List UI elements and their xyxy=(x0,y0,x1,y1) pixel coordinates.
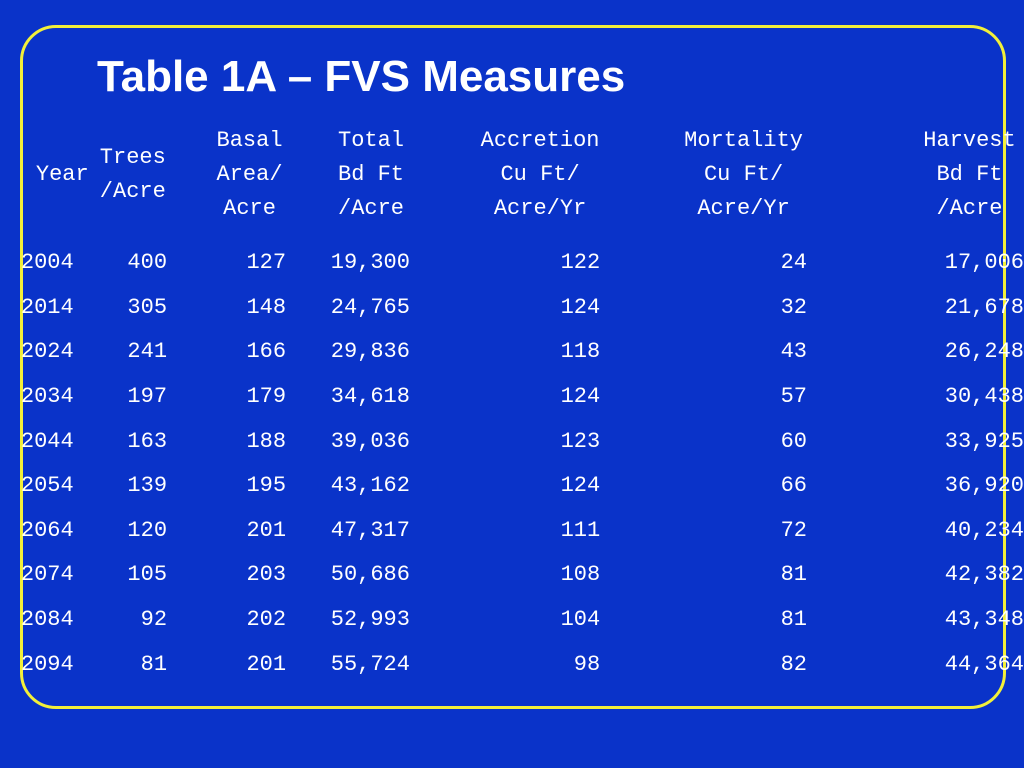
cell-trees: 305 xyxy=(127,294,168,320)
cell-mortality: 24 xyxy=(780,250,807,276)
cell-year: 2024 xyxy=(20,339,74,365)
cell-year: 2054 xyxy=(20,473,74,499)
table-row: 2074 105 203 50,686 108 81 42,382 xyxy=(0,553,1024,598)
table-row: 2034 197 179 34,618 124 57 30,438 xyxy=(0,375,1024,420)
header-mortality: Mortality Cu Ft/ Acre/Yr xyxy=(684,128,803,221)
cell-year: 2004 xyxy=(20,250,74,276)
table-row: 2054 139 195 43,162 124 66 36,920 xyxy=(0,464,1024,509)
cell-trees: 120 xyxy=(127,517,168,543)
cell-accretion: 123 xyxy=(560,428,601,454)
cell-total: 19,300 xyxy=(330,250,410,276)
header-total-bd-ft: Total Bd Ft /Acre xyxy=(338,128,405,221)
cell-trees: 163 xyxy=(127,428,168,454)
cell-basal: 202 xyxy=(246,607,287,633)
cell-year: 2014 xyxy=(20,294,74,320)
cell-basal: 195 xyxy=(246,473,287,499)
cell-basal: 188 xyxy=(246,428,287,454)
cell-trees: 92 xyxy=(140,607,168,633)
cell-year: 2044 xyxy=(20,428,74,454)
cell-trees: 81 xyxy=(140,651,168,677)
cell-harvest: 43,348 xyxy=(944,607,1024,633)
cell-year: 2074 xyxy=(20,562,74,588)
cell-basal: 166 xyxy=(246,339,287,365)
cell-basal: 127 xyxy=(246,250,287,276)
cell-harvest: 17,006 xyxy=(944,250,1024,276)
cell-harvest: 33,925 xyxy=(944,428,1024,454)
slide-title: Table 1A – FVS Measures xyxy=(97,52,626,101)
header-basal-area: Basal Area/ Acre xyxy=(216,128,283,221)
cell-accretion: 118 xyxy=(560,339,601,365)
header-accretion: Accretion Cu Ft/ Acre/Yr xyxy=(480,128,600,221)
table-row: 2094 81 201 55,724 98 82 44,364 xyxy=(0,642,1024,687)
cell-harvest: 30,438 xyxy=(944,384,1024,410)
cell-accretion: 122 xyxy=(560,250,601,276)
table-row: 2064 120 201 47,317 111 72 40,234 xyxy=(0,509,1024,554)
cell-trees: 139 xyxy=(127,473,168,499)
cell-harvest: 26,248 xyxy=(944,339,1024,365)
table-row: 2024 241 166 29,836 118 43 26,248 xyxy=(0,330,1024,375)
header-year: Year xyxy=(35,162,89,187)
cell-basal: 201 xyxy=(246,517,287,543)
cell-total: 55,724 xyxy=(330,651,410,677)
cell-harvest: 21,678 xyxy=(944,294,1024,320)
cell-mortality: 66 xyxy=(780,473,807,499)
header-harvest: Harvest Bd Ft /Acre xyxy=(923,128,1016,221)
cell-harvest: 36,920 xyxy=(944,473,1024,499)
cell-trees: 400 xyxy=(127,250,168,276)
cell-year: 2094 xyxy=(20,651,74,677)
cell-mortality: 43 xyxy=(780,339,807,365)
cell-basal: 201 xyxy=(246,651,287,677)
cell-accretion: 111 xyxy=(560,517,601,543)
cell-mortality: 57 xyxy=(780,384,807,410)
slide-frame xyxy=(20,25,1006,709)
cell-basal: 203 xyxy=(246,562,287,588)
cell-harvest: 44,364 xyxy=(944,651,1024,677)
table-row: 2014 305 148 24,765 124 32 21,678 xyxy=(0,286,1024,331)
header-trees-per-acre: Trees /Acre xyxy=(99,145,166,204)
cell-basal: 179 xyxy=(246,384,287,410)
cell-accretion: 124 xyxy=(560,384,601,410)
cell-harvest: 42,382 xyxy=(944,562,1024,588)
cell-total: 52,993 xyxy=(330,607,410,633)
cell-total: 50,686 xyxy=(330,562,410,588)
cell-accretion: 124 xyxy=(560,294,601,320)
table-row: 2004 400 127 19,300 122 24 17,006 xyxy=(0,241,1024,286)
cell-year: 2064 xyxy=(20,517,74,543)
cell-year: 2084 xyxy=(20,607,74,633)
cell-total: 24,765 xyxy=(330,294,410,320)
cell-accretion: 98 xyxy=(573,651,601,677)
cell-total: 39,036 xyxy=(330,428,410,454)
cell-accretion: 104 xyxy=(560,607,601,633)
cell-mortality: 60 xyxy=(780,428,807,454)
cell-accretion: 124 xyxy=(560,473,601,499)
cell-accretion: 108 xyxy=(560,562,601,588)
cell-year: 2034 xyxy=(20,384,74,410)
cell-mortality: 72 xyxy=(780,517,807,543)
cell-mortality: 81 xyxy=(780,562,807,588)
cell-total: 43,162 xyxy=(330,473,410,499)
table-header-row: Year Trees /Acre Basal Area/ Acre Total … xyxy=(0,120,1024,241)
cell-mortality: 81 xyxy=(780,607,807,633)
cell-harvest: 40,234 xyxy=(944,517,1024,543)
cell-mortality: 32 xyxy=(780,294,807,320)
fvs-measures-table: Year Trees /Acre Basal Area/ Acre Total … xyxy=(0,120,1024,687)
cell-total: 47,317 xyxy=(330,517,410,543)
cell-trees: 197 xyxy=(127,384,168,410)
cell-total: 34,618 xyxy=(330,384,410,410)
table-row: 2044 163 188 39,036 123 60 33,925 xyxy=(0,419,1024,464)
table-row: 2084 92 202 52,993 104 81 43,348 xyxy=(0,598,1024,643)
cell-basal: 148 xyxy=(246,294,287,320)
cell-trees: 241 xyxy=(127,339,168,365)
cell-mortality: 82 xyxy=(780,651,807,677)
cell-total: 29,836 xyxy=(330,339,410,365)
cell-trees: 105 xyxy=(127,562,168,588)
